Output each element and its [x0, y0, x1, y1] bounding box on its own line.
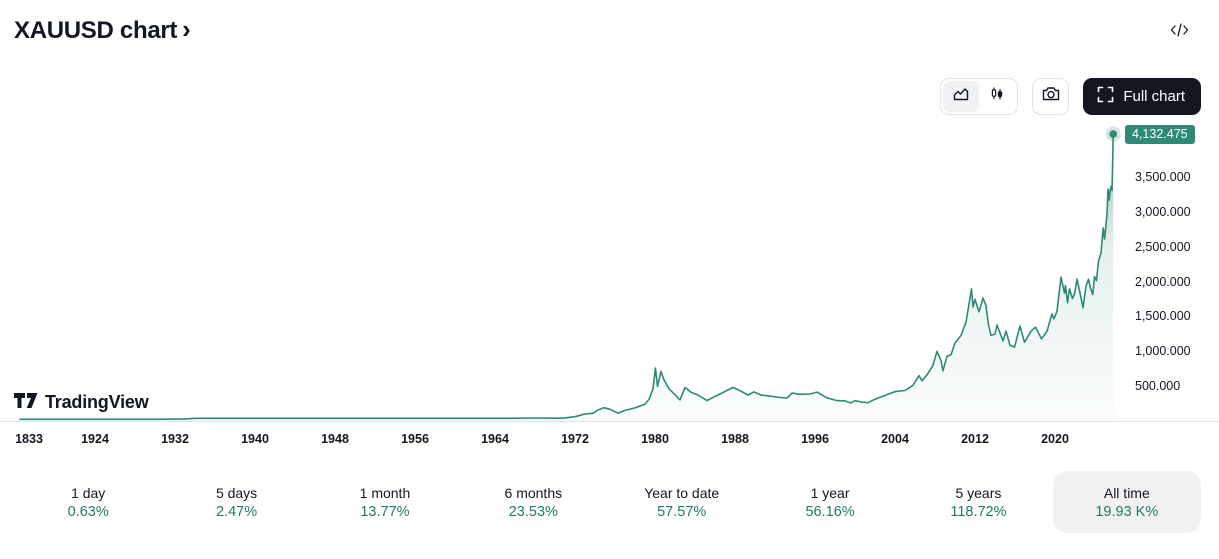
stat-value: 0.63%: [67, 503, 109, 520]
y-axis-label: 1,500.000: [1135, 309, 1191, 324]
x-axis-label: 2020: [1041, 432, 1069, 446]
tradingview-logo-text: TradingView: [45, 392, 149, 412]
period-stat-5-days[interactable]: 5 days 2.47%: [162, 471, 310, 533]
x-axis-label: 1932: [161, 432, 189, 446]
stat-value: 118.72%: [950, 503, 1007, 520]
full-chart-button[interactable]: Full chart: [1083, 78, 1201, 115]
tradingview-logo-link[interactable]: TradingView: [14, 392, 149, 413]
x-axis-label: 1980: [641, 432, 669, 446]
period-stat-5-years[interactable]: 5 years 118.72%: [904, 471, 1052, 533]
stat-value: 2.47%: [216, 503, 258, 520]
x-axis-label: 1924: [81, 432, 109, 446]
stat-value: 13.77%: [360, 503, 410, 520]
y-axis-label: 3,500.000: [1135, 170, 1191, 185]
snapshot-button[interactable]: [1032, 78, 1070, 115]
page-title: XAUUSD chart: [14, 17, 178, 44]
performance-stats-row: 1 day 0.63% 5 days 2.47% 1 month 13.77% 6 mont…: [14, 471, 1201, 533]
x-axis-label: 1956: [401, 432, 429, 446]
candlestick-chart-type-button[interactable]: [979, 81, 1015, 112]
candlestick-icon: [990, 87, 1004, 107]
period-stat-6-months[interactable]: 6 months 23.53%: [459, 471, 607, 533]
full-chart-label: Full chart: [1123, 88, 1185, 105]
x-axis-label: 1948: [321, 432, 349, 446]
y-axis-label: 2,500.000: [1135, 239, 1191, 254]
period-stat-all-time[interactable]: All time 19.93 K%: [1052, 471, 1201, 533]
period-stat-1-year[interactable]: 1 year 56.16%: [756, 471, 904, 533]
tradingview-logo-icon: [14, 392, 38, 413]
last-price-badge: 4,132.475: [1125, 124, 1195, 144]
x-axis-line: [0, 421, 1219, 422]
area-chart-type-button[interactable]: [943, 81, 980, 112]
period-stat-year-to-date[interactable]: Year to date 57.57%: [608, 471, 756, 533]
x-axis-label: 1833: [15, 432, 43, 446]
x-axis-label: 1964: [481, 432, 509, 446]
x-axis-label: 2004: [881, 432, 909, 446]
x-axis-label: 2012: [961, 432, 989, 446]
x-axis-label: 1940: [241, 432, 269, 446]
period-stat-1-day[interactable]: 1 day 0.63%: [14, 471, 162, 533]
stat-label: 5 years: [955, 484, 1002, 501]
area-chart-icon: [953, 87, 969, 106]
price-chart[interactable]: [0, 0, 1219, 430]
x-axis-label: 1988: [721, 432, 749, 446]
fullscreen-icon: [1097, 86, 1114, 107]
stat-label: 6 months: [504, 484, 563, 501]
x-axis-label: 1972: [561, 432, 589, 446]
stat-label: 1 month: [359, 484, 411, 501]
y-axis-label: 2,000.000: [1135, 274, 1191, 289]
chart-type-segmented-control: [940, 78, 1019, 115]
stat-value: 56.16%: [805, 503, 855, 520]
stat-label: 1 year: [810, 484, 850, 501]
stat-value: 57.57%: [657, 503, 707, 520]
stat-label: 5 days: [215, 484, 258, 501]
y-axis-label: 3,000.000: [1135, 205, 1191, 220]
stat-label: 1 day: [71, 484, 106, 501]
stat-value: 19.93 K%: [1095, 503, 1159, 520]
y-axis-label: 500.000: [1135, 378, 1181, 393]
chart-line: [19, 133, 1114, 421]
chevron-right-icon: ›: [182, 14, 191, 44]
embed-code-button[interactable]: [1167, 22, 1191, 42]
x-axis-label: 1996: [801, 432, 829, 446]
camera-icon: [1042, 86, 1060, 107]
stat-label: All time: [1103, 484, 1150, 501]
chart-toolbar: Full chart: [940, 78, 1201, 115]
stat-label: Year to date: [644, 484, 720, 501]
period-stat-1-month[interactable]: 1 month 13.77%: [311, 471, 459, 533]
y-axis-label: 1,000.000: [1135, 343, 1191, 358]
last-point-marker: [1109, 130, 1117, 138]
chart-area-fill: [20, 134, 1114, 421]
code-icon: [1170, 22, 1189, 42]
stat-value: 23.53%: [508, 503, 558, 520]
symbol-title-link[interactable]: XAUUSD chart ›: [14, 14, 191, 45]
